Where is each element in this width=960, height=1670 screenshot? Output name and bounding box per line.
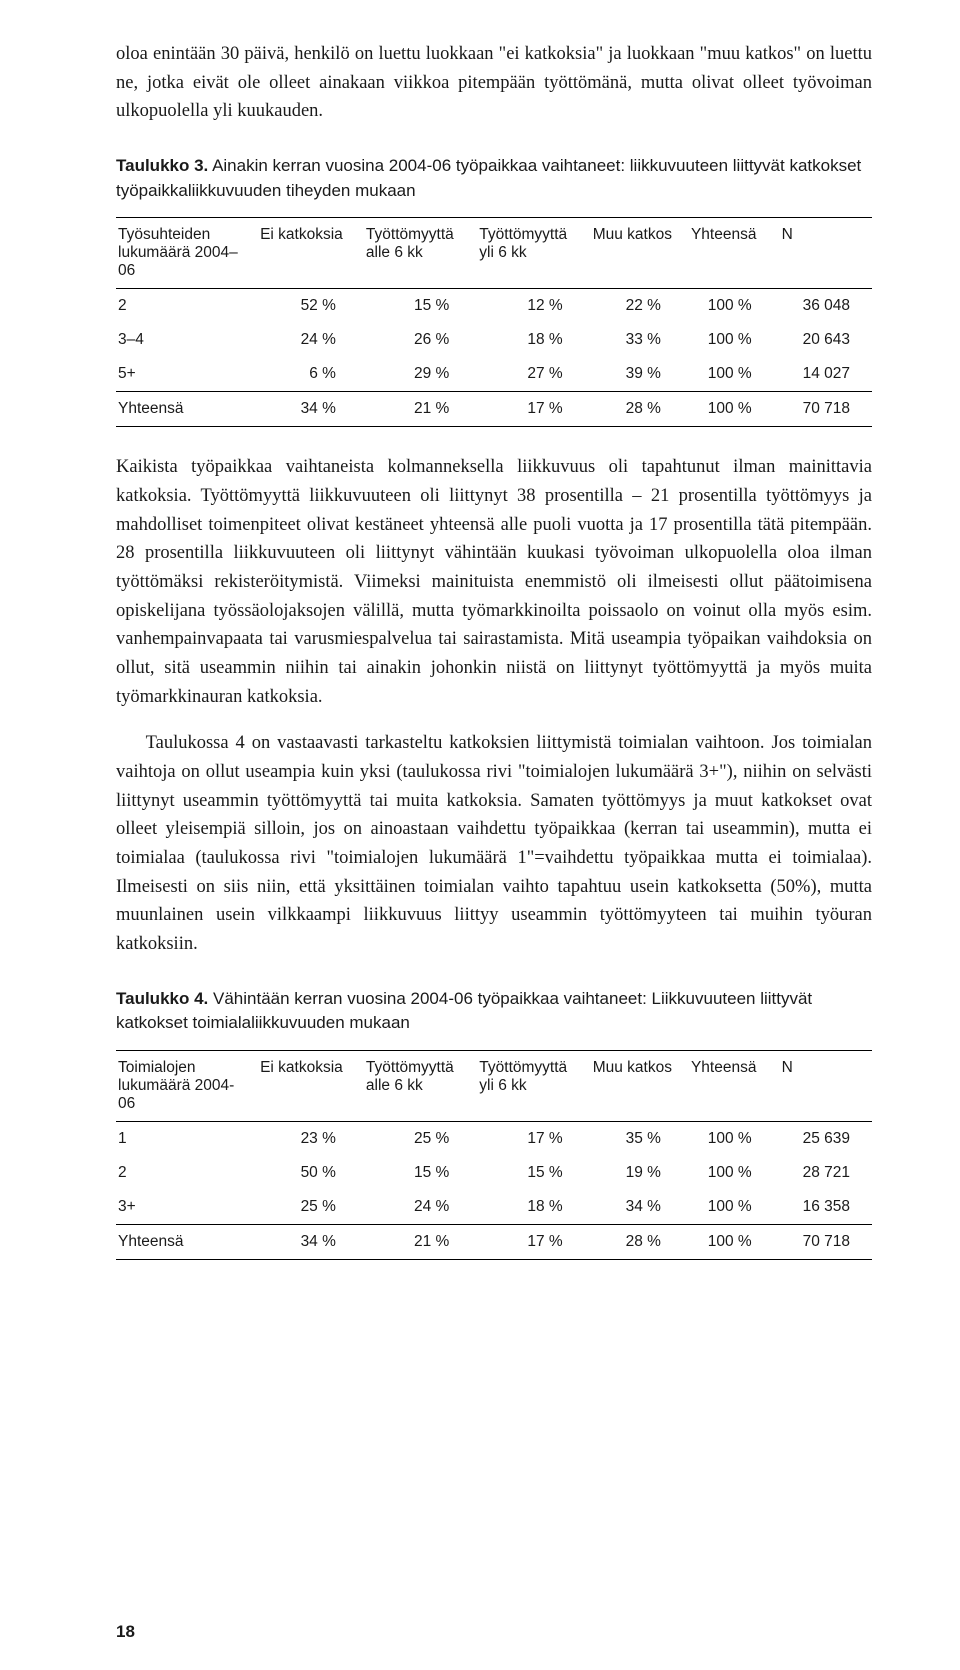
table4-label: Taulukko 4. (116, 989, 208, 1008)
cell: 100 % (683, 1122, 774, 1157)
cell: 24 % (358, 1190, 471, 1225)
cell: 23 % (252, 1122, 358, 1157)
page: oloa enintään 30 päivä, henkilö on luett… (0, 0, 960, 1670)
cell: 34 % (252, 392, 358, 427)
cell: 14 027 (774, 357, 872, 392)
cell: 28 % (585, 392, 683, 427)
cell: 35 % (585, 1122, 683, 1157)
th-c1: Työsuhteiden lukumäärä 2004–06 (116, 218, 252, 289)
cell: 2 (116, 289, 252, 324)
cell: 16 358 (774, 1190, 872, 1225)
table4-header-row: Toimialojen lukumäärä 2004-06 Ei katkoks… (116, 1051, 872, 1122)
th-c3: Työttömyyttä alle 6 kk (358, 1051, 471, 1122)
table-row: 2 52 % 15 % 12 % 22 % 100 % 36 048 (116, 289, 872, 324)
cell: 5+ (116, 357, 252, 392)
table-row: 5+ 6 % 29 % 27 % 39 % 100 % 14 027 (116, 357, 872, 392)
th-c2: Ei katkoksia (252, 1051, 358, 1122)
cell: Yhteensä (116, 392, 252, 427)
table3-caption-text: Ainakin kerran vuosina 2004-06 työpaikka… (116, 156, 861, 200)
cell: 25 % (252, 1190, 358, 1225)
cell: 15 % (358, 1156, 471, 1190)
cell: 3+ (116, 1190, 252, 1225)
cell: 100 % (683, 357, 774, 392)
cell: 39 % (585, 357, 683, 392)
cell: 100 % (683, 1225, 774, 1260)
th-c7: N (774, 1051, 872, 1122)
th-c5: Muu katkos (585, 218, 683, 289)
th-c2: Ei katkoksia (252, 218, 358, 289)
cell: 17 % (471, 1122, 584, 1157)
th-c6: Yhteensä (683, 1051, 774, 1122)
cell: 15 % (358, 289, 471, 324)
cell: 21 % (358, 1225, 471, 1260)
cell: 18 % (471, 1190, 584, 1225)
cell: 52 % (252, 289, 358, 324)
table-row: 3–4 24 % 26 % 18 % 33 % 100 % 20 643 (116, 323, 872, 357)
cell: 100 % (683, 1190, 774, 1225)
cell: Yhteensä (116, 1225, 252, 1260)
cell: 50 % (252, 1156, 358, 1190)
th-c3: Työttömyyttä alle 6 kk (358, 218, 471, 289)
table4: Toimialojen lukumäärä 2004-06 Ei katkoks… (116, 1050, 872, 1260)
body-paragraph-1: Kaikista työpaikkaa vaihtaneista kolmann… (116, 453, 872, 711)
table-row: 3+ 25 % 24 % 18 % 34 % 100 % 16 358 (116, 1190, 872, 1225)
body-paragraph-2: Taulukossa 4 on vastaavasti tarkasteltu … (116, 729, 872, 958)
table3-label: Taulukko 3. (116, 156, 208, 175)
cell: 26 % (358, 323, 471, 357)
cell: 20 643 (774, 323, 872, 357)
cell: 17 % (471, 392, 584, 427)
table4-caption-text: Vähintään kerran vuosina 2004-06 työpaik… (116, 989, 812, 1033)
cell: 36 048 (774, 289, 872, 324)
table3-caption: Taulukko 3. Ainakin kerran vuosina 2004-… (116, 154, 872, 203)
cell: 100 % (683, 1156, 774, 1190)
table-row: 2 50 % 15 % 15 % 19 % 100 % 28 721 (116, 1156, 872, 1190)
cell: 15 % (471, 1156, 584, 1190)
cell: 100 % (683, 323, 774, 357)
intro-paragraph: oloa enintään 30 päivä, henkilö on luett… (116, 40, 872, 126)
cell: 29 % (358, 357, 471, 392)
cell: 6 % (252, 357, 358, 392)
table-row: 1 23 % 25 % 17 % 35 % 100 % 25 639 (116, 1122, 872, 1157)
table4-total-row: Yhteensä 34 % 21 % 17 % 28 % 100 % 70 71… (116, 1225, 872, 1260)
page-number: 18 (116, 1622, 135, 1642)
th-c6: Yhteensä (683, 218, 774, 289)
cell: 70 718 (774, 392, 872, 427)
cell: 24 % (252, 323, 358, 357)
cell: 27 % (471, 357, 584, 392)
cell: 19 % (585, 1156, 683, 1190)
cell: 25 % (358, 1122, 471, 1157)
cell: 70 718 (774, 1225, 872, 1260)
table3-header-row: Työsuhteiden lukumäärä 2004–06 Ei katkok… (116, 218, 872, 289)
cell: 18 % (471, 323, 584, 357)
cell: 28 721 (774, 1156, 872, 1190)
th-c1: Toimialojen lukumäärä 2004-06 (116, 1051, 252, 1122)
cell: 22 % (585, 289, 683, 324)
cell: 17 % (471, 1225, 584, 1260)
cell: 100 % (683, 289, 774, 324)
cell: 2 (116, 1156, 252, 1190)
cell: 1 (116, 1122, 252, 1157)
cell: 33 % (585, 323, 683, 357)
table3: Työsuhteiden lukumäärä 2004–06 Ei katkok… (116, 217, 872, 427)
cell: 100 % (683, 392, 774, 427)
cell: 34 % (252, 1225, 358, 1260)
cell: 25 639 (774, 1122, 872, 1157)
table3-total-row: Yhteensä 34 % 21 % 17 % 28 % 100 % 70 71… (116, 392, 872, 427)
cell: 34 % (585, 1190, 683, 1225)
th-c4: Työttömyyttä yli 6 kk (471, 218, 584, 289)
th-c5: Muu katkos (585, 1051, 683, 1122)
th-c7: N (774, 218, 872, 289)
table4-caption: Taulukko 4. Vähintään kerran vuosina 200… (116, 987, 872, 1036)
cell: 3–4 (116, 323, 252, 357)
cell: 12 % (471, 289, 584, 324)
cell: 28 % (585, 1225, 683, 1260)
cell: 21 % (358, 392, 471, 427)
th-c4: Työttömyyttä yli 6 kk (471, 1051, 584, 1122)
